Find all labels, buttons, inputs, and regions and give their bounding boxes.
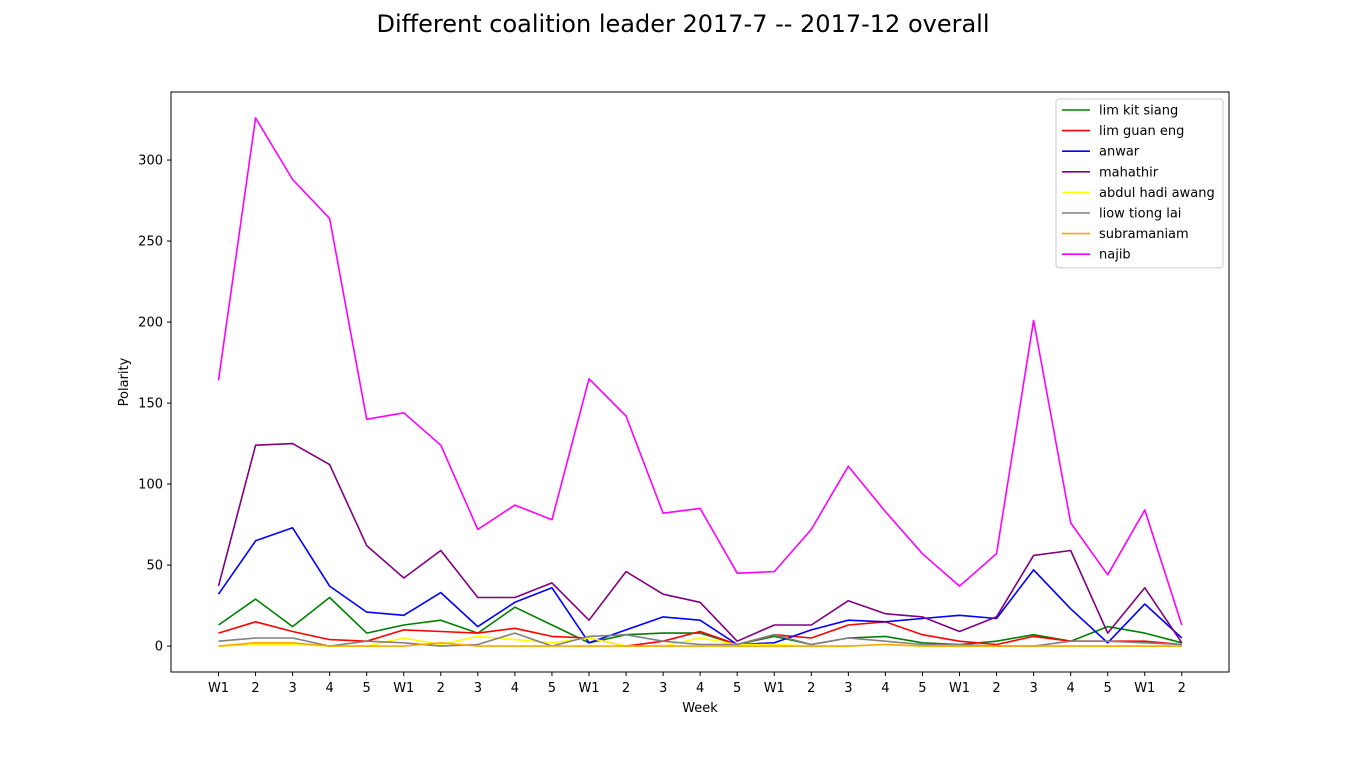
legend: lim kit siang lim guan eng anwar mahathir ab… [1055, 98, 1224, 269]
series-line-najib [217, 117, 1183, 626]
legend-label: liow tiong lai [1099, 207, 1181, 222]
x-axis: W1 2 3 4 5 W1 2 3 4 5 W1 2 3 4 5 W1 2 3 4 5 W1 2 3 4 5 W1 2 [208, 672, 1186, 696]
x-tick-label: 2 [622, 681, 630, 696]
y-tick-label: 100 [138, 478, 163, 493]
y-tick-label: 300 [138, 154, 163, 169]
legend-label: anwar [1099, 145, 1140, 160]
x-tick-label: W1 [578, 681, 599, 696]
chart-title: Different coalition leader 2017-7 -- 201… [376, 10, 990, 38]
x-tick-label: 2 [992, 681, 1000, 696]
x-tick-label: 3 [659, 681, 667, 696]
x-tick-label: 5 [363, 681, 371, 696]
x-tick-label: 4 [1067, 681, 1075, 696]
x-tick-label: 2 [437, 681, 445, 696]
x-tick-label: 3 [1029, 681, 1037, 696]
x-tick-label: 2 [251, 681, 259, 696]
x-tick-label: W1 [764, 681, 785, 696]
x-tick-label: 2 [807, 681, 815, 696]
x-tick-label: W1 [949, 681, 970, 696]
legend-label: subramaniam [1099, 227, 1189, 242]
x-tick-label: 3 [844, 681, 852, 696]
x-tick-label: 2 [1178, 681, 1186, 696]
legend-box [1055, 98, 1224, 269]
series-line-anwar [217, 526, 1183, 646]
legend-label: lim kit siang [1099, 104, 1178, 119]
x-tick-label: 5 [1104, 681, 1112, 696]
legend-label: lim guan eng [1099, 124, 1184, 139]
x-tick-label: W1 [393, 681, 414, 696]
x-tick-label: 4 [326, 681, 334, 696]
chart-marks [217, 117, 1183, 647]
legend-label: mahathir [1099, 165, 1159, 180]
x-tick-label: 3 [288, 681, 296, 696]
x-tick-label: 5 [548, 681, 556, 696]
y-tick-label: 250 [138, 235, 163, 250]
x-tick-label: 5 [918, 681, 926, 696]
x-axis-label: Week [682, 701, 718, 716]
y-tick-label: 0 [155, 640, 163, 655]
y-tick-label: 50 [146, 559, 163, 574]
y-tick-label: 150 [138, 397, 163, 412]
x-tick-label: W1 [208, 681, 229, 696]
legend-label: najib [1099, 248, 1131, 263]
legend-label: abdul hadi awang [1099, 186, 1215, 201]
y-axis-label: Polarity [117, 357, 132, 406]
y-axis: 0 50 100 150 200 250 300 [138, 154, 171, 655]
series-line-subramaniam [218, 641, 1182, 647]
x-tick-label: 3 [474, 681, 482, 696]
x-tick-label: 5 [733, 681, 741, 696]
series-line-lim-kit-siang [218, 596, 1183, 646]
x-tick-label: W1 [1134, 681, 1155, 696]
series-line-lim-guan-eng [218, 620, 1182, 647]
y-tick-label: 200 [138, 316, 163, 331]
x-tick-label: 4 [696, 681, 704, 696]
x-tick-label: 4 [881, 681, 889, 696]
x-tick-label: 4 [511, 681, 519, 696]
series-line-mahathir [217, 442, 1183, 644]
